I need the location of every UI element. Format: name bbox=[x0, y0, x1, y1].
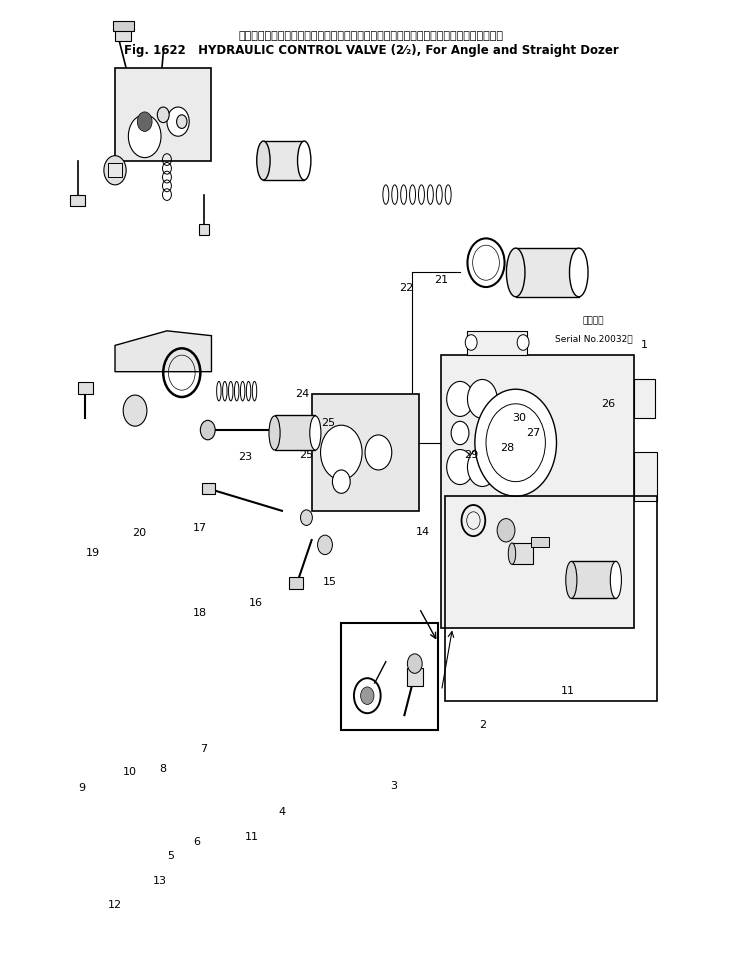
Text: 2: 2 bbox=[479, 720, 486, 730]
Text: 3: 3 bbox=[390, 781, 397, 791]
Text: 28: 28 bbox=[499, 443, 514, 452]
Circle shape bbox=[157, 107, 169, 123]
Text: ハイドロリック　コントロール　バルブ　　　アングル　および　ストレート　ドーザ用: ハイドロリック コントロール バルブ アングル および ストレート ドーザ用 bbox=[238, 31, 504, 41]
Text: 13: 13 bbox=[153, 876, 166, 885]
Ellipse shape bbox=[508, 543, 516, 564]
Text: 10: 10 bbox=[123, 767, 137, 776]
Text: 25: 25 bbox=[299, 450, 314, 460]
Circle shape bbox=[447, 450, 473, 485]
Circle shape bbox=[497, 519, 515, 542]
Circle shape bbox=[465, 335, 477, 350]
Circle shape bbox=[301, 510, 312, 525]
Text: 8: 8 bbox=[160, 764, 167, 774]
Bar bbox=[275, 415, 315, 450]
Text: 18: 18 bbox=[193, 608, 208, 618]
Circle shape bbox=[451, 421, 469, 445]
Circle shape bbox=[361, 687, 374, 704]
Circle shape bbox=[332, 470, 350, 493]
Circle shape bbox=[177, 115, 187, 128]
Text: 24: 24 bbox=[295, 389, 310, 399]
Bar bbox=[634, 452, 657, 501]
Circle shape bbox=[123, 395, 147, 426]
Text: 5: 5 bbox=[167, 851, 174, 861]
Text: 21: 21 bbox=[434, 275, 449, 285]
Ellipse shape bbox=[565, 561, 577, 598]
Bar bbox=[289, 577, 303, 589]
Bar bbox=[341, 623, 438, 730]
Circle shape bbox=[365, 435, 392, 470]
Bar bbox=[571, 561, 616, 598]
Bar bbox=[199, 224, 209, 235]
Circle shape bbox=[517, 335, 529, 350]
Text: 26: 26 bbox=[601, 399, 616, 409]
Polygon shape bbox=[115, 331, 211, 372]
Text: 25: 25 bbox=[321, 418, 335, 428]
Ellipse shape bbox=[298, 141, 311, 180]
Ellipse shape bbox=[269, 415, 280, 450]
Text: 17: 17 bbox=[193, 523, 208, 533]
Text: 29: 29 bbox=[464, 450, 479, 460]
Text: 適用号機: 適用号機 bbox=[583, 316, 604, 326]
Circle shape bbox=[479, 404, 531, 472]
Circle shape bbox=[467, 379, 497, 418]
Bar bbox=[115, 68, 211, 161]
Text: 12: 12 bbox=[108, 900, 122, 910]
Text: 19: 19 bbox=[85, 548, 100, 558]
Circle shape bbox=[321, 425, 362, 480]
Text: 15: 15 bbox=[324, 577, 337, 587]
Bar bbox=[78, 382, 93, 394]
Text: 22: 22 bbox=[399, 283, 414, 293]
Ellipse shape bbox=[310, 415, 321, 450]
Text: 7: 7 bbox=[200, 744, 208, 754]
Bar bbox=[441, 355, 634, 628]
Text: 30: 30 bbox=[513, 414, 526, 423]
Circle shape bbox=[104, 156, 126, 185]
Bar bbox=[407, 668, 423, 686]
Text: 16: 16 bbox=[249, 598, 263, 608]
Circle shape bbox=[447, 381, 473, 416]
Bar bbox=[113, 21, 134, 31]
Ellipse shape bbox=[257, 141, 270, 180]
Text: 6: 6 bbox=[193, 837, 200, 847]
Circle shape bbox=[407, 654, 422, 673]
Bar bbox=[634, 379, 655, 418]
Bar bbox=[516, 248, 579, 297]
Ellipse shape bbox=[610, 561, 622, 598]
Circle shape bbox=[200, 420, 215, 440]
Bar bbox=[263, 141, 304, 180]
Ellipse shape bbox=[506, 248, 525, 297]
Circle shape bbox=[128, 115, 161, 158]
Text: 4: 4 bbox=[278, 808, 286, 817]
Circle shape bbox=[475, 389, 556, 496]
Bar bbox=[115, 26, 131, 41]
Bar bbox=[531, 537, 549, 547]
Circle shape bbox=[137, 112, 152, 131]
Circle shape bbox=[467, 448, 497, 486]
Bar bbox=[467, 331, 527, 355]
Text: 23: 23 bbox=[237, 452, 252, 462]
Bar bbox=[202, 483, 215, 494]
Text: 11: 11 bbox=[561, 686, 574, 696]
Text: 1: 1 bbox=[640, 341, 648, 350]
Ellipse shape bbox=[570, 248, 588, 297]
Bar bbox=[512, 543, 533, 564]
Text: Serial No.20032～: Serial No.20032～ bbox=[555, 334, 632, 343]
Text: Fig. 1622   HYDRAULIC CONTROL VALVE (2⁄₂), For Angle and Straight Dozer: Fig. 1622 HYDRAULIC CONTROL VALVE (2⁄₂),… bbox=[124, 44, 618, 57]
Text: 27: 27 bbox=[525, 428, 540, 438]
Text: 20: 20 bbox=[132, 528, 147, 538]
Circle shape bbox=[318, 535, 332, 555]
Text: 14: 14 bbox=[416, 527, 430, 537]
Bar bbox=[312, 394, 419, 511]
Text: 9: 9 bbox=[78, 783, 85, 793]
Circle shape bbox=[167, 107, 189, 136]
Text: 11: 11 bbox=[246, 832, 259, 842]
Bar bbox=[108, 163, 122, 177]
Bar bbox=[70, 195, 85, 206]
